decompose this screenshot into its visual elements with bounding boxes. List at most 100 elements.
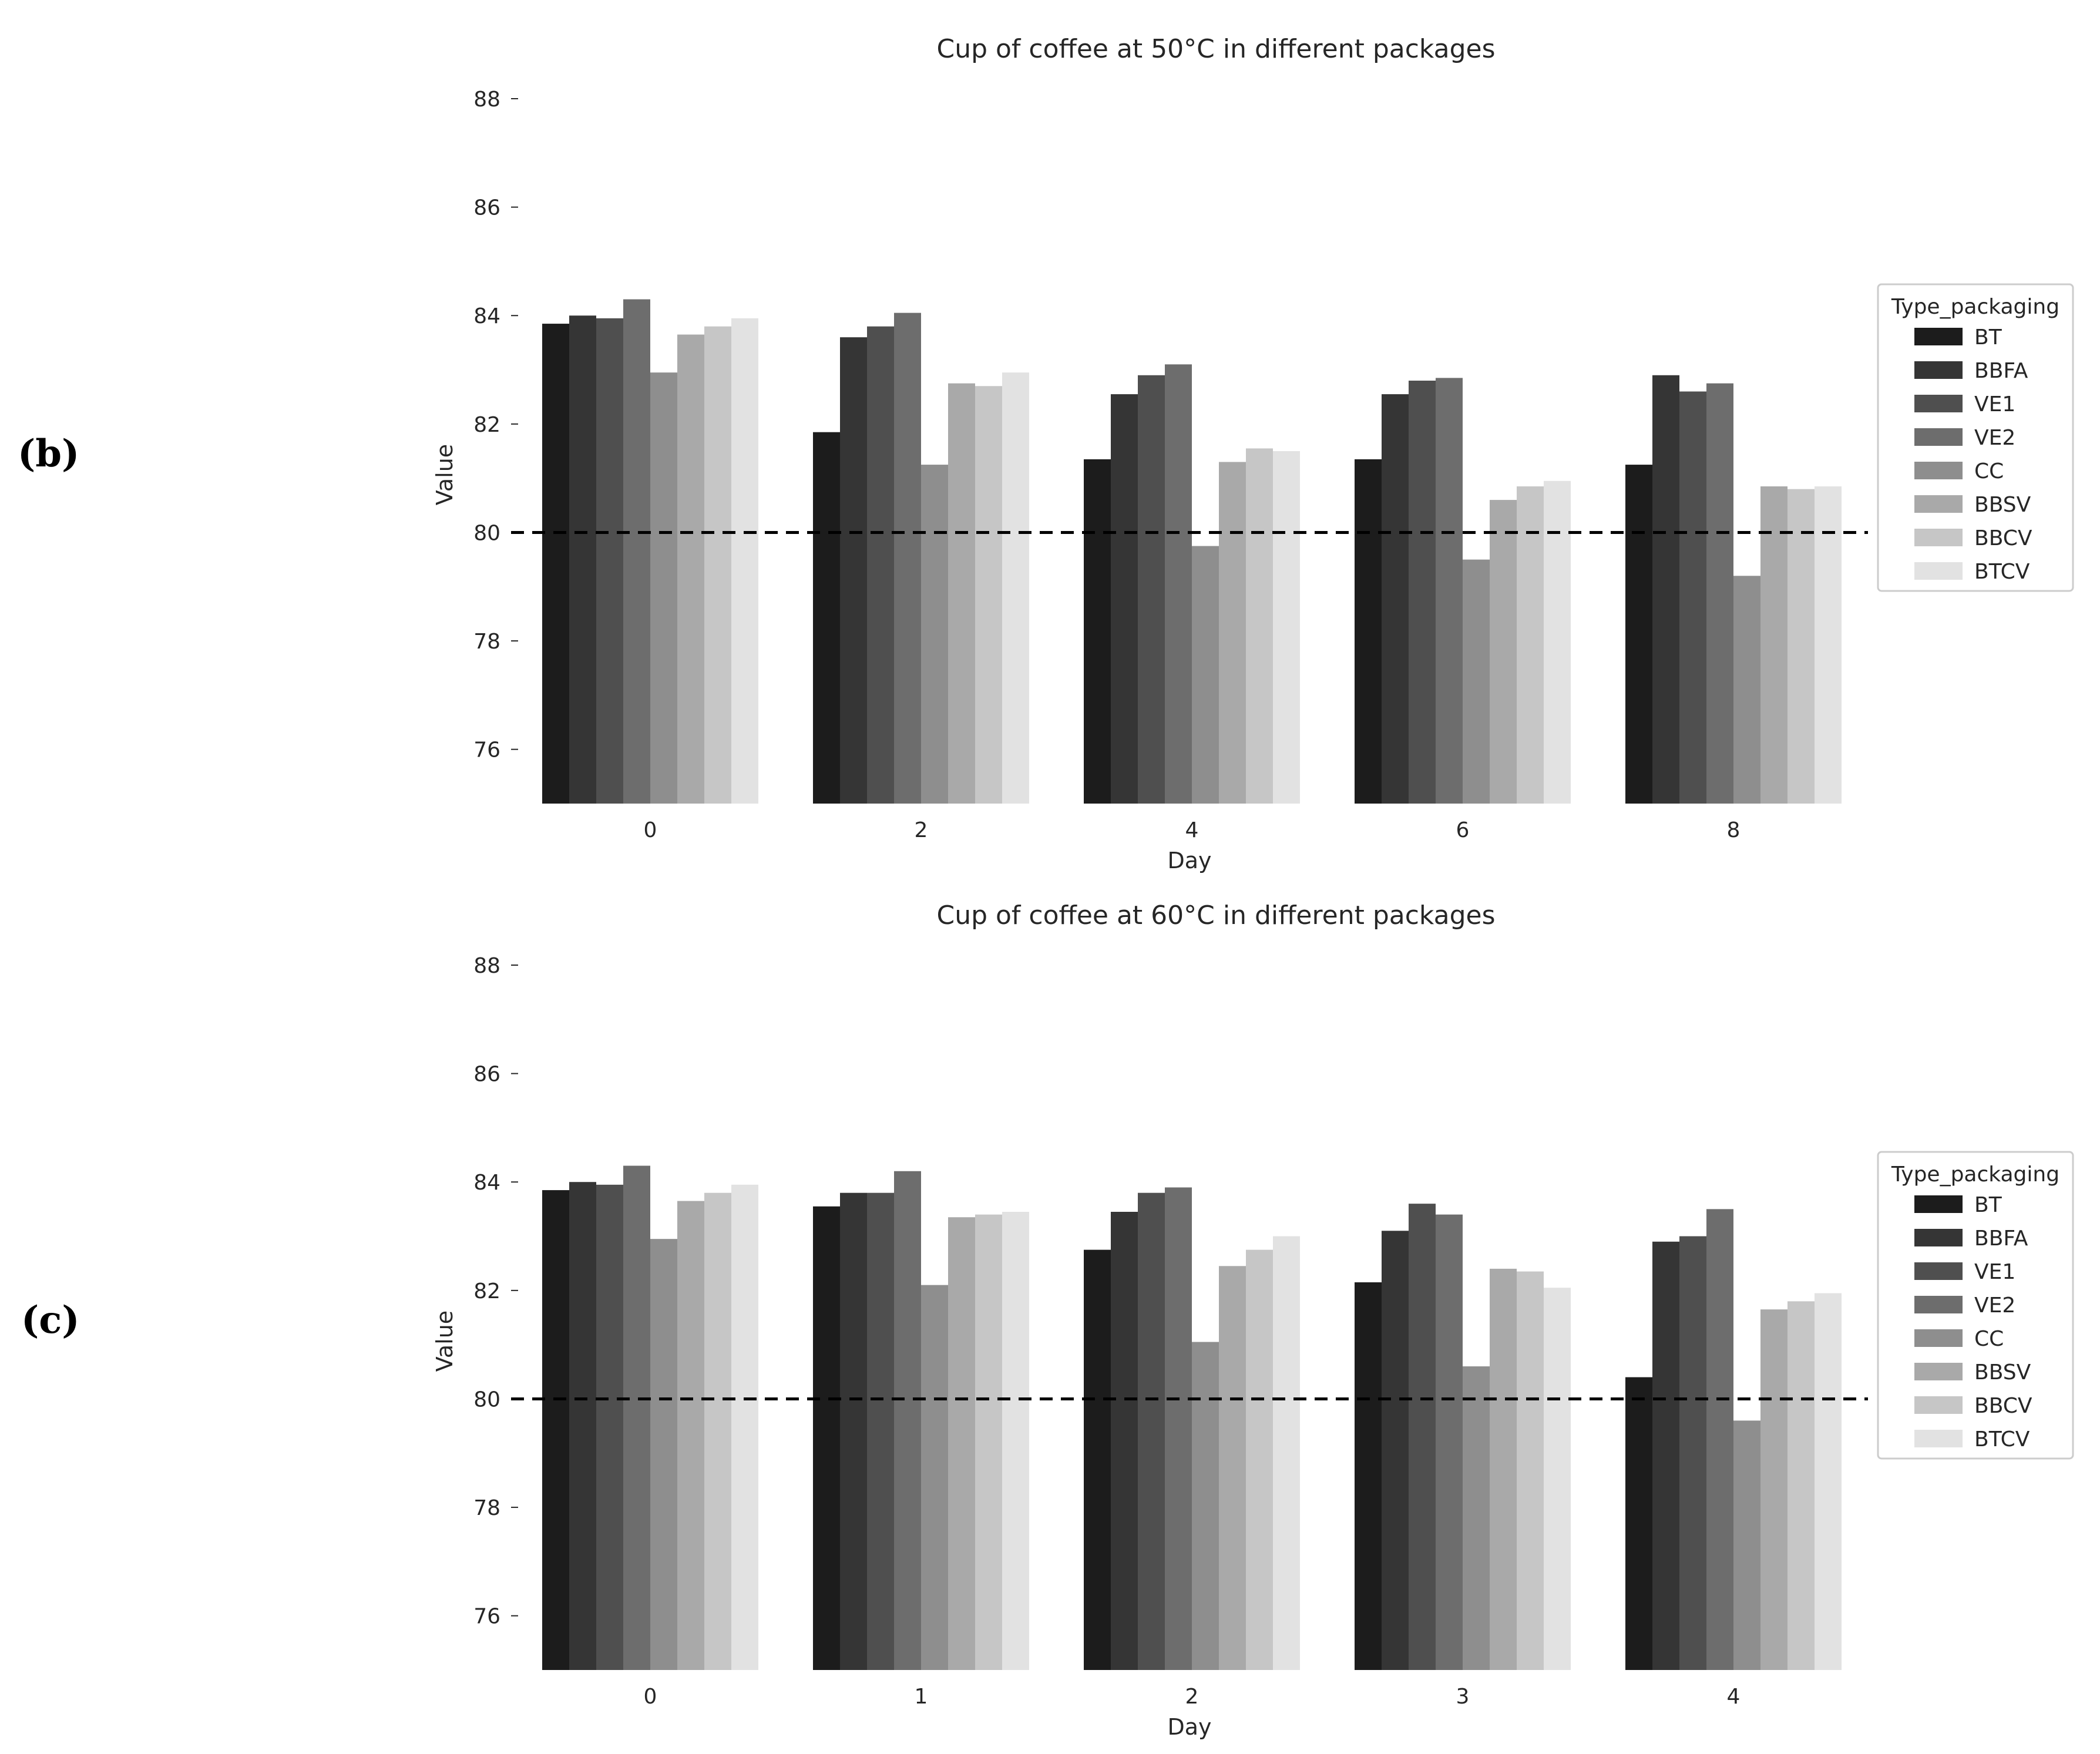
bar-btcv: [1002, 372, 1029, 804]
bar-bt: [542, 1190, 569, 1670]
legend-swatch-cc: [1914, 462, 1963, 479]
bar-ve2: [623, 1165, 650, 1670]
bar-bbsv: [1760, 1309, 1787, 1670]
bar-bt: [1084, 1249, 1111, 1670]
legend-label-bbfa: BBFA: [1974, 1227, 2028, 1251]
y-tick-label: 84: [473, 304, 500, 328]
bar-bt: [1355, 1282, 1382, 1670]
bar-cc: [650, 372, 677, 804]
panel-label-b: (b): [18, 432, 80, 476]
bar-bbfa: [1382, 394, 1409, 804]
x-tick-label: 8: [1727, 818, 1741, 842]
legend-swatch-cc: [1914, 1329, 1963, 1347]
y-tick-label: 78: [473, 630, 500, 654]
x-tick-label: 4: [1727, 1685, 1741, 1709]
bar-bbfa: [1111, 1212, 1138, 1670]
bar-ve1: [596, 1184, 623, 1670]
bar-btcv: [1544, 480, 1571, 804]
bar-ve2: [623, 299, 650, 804]
bar-ve1: [1138, 375, 1165, 804]
legend-title: Type_packaging: [1891, 1162, 2059, 1187]
bar-bt: [1355, 459, 1382, 804]
y-tick-label: 88: [473, 88, 500, 112]
legend-label-cc: CC: [1974, 459, 2004, 483]
legend-label-bbsv: BBSV: [1974, 493, 2031, 517]
bar-ve1: [1409, 1204, 1436, 1670]
legend-swatch-bbsv: [1914, 1363, 1963, 1380]
bar-bbsv: [1760, 486, 1787, 804]
bar-cc: [650, 1239, 677, 1670]
legend-swatch-ve1: [1914, 395, 1963, 412]
legend-title: Type_packaging: [1891, 295, 2059, 319]
legend-swatch-btcv: [1914, 562, 1963, 580]
bar-ve2: [1436, 1214, 1463, 1670]
legend-swatch-bbsv: [1914, 495, 1963, 513]
bar-ve2: [1706, 1209, 1733, 1670]
bar-bbfa: [840, 1192, 867, 1670]
legend-label-bbfa: BBFA: [1974, 359, 2028, 383]
x-tick-label: 0: [644, 1685, 657, 1709]
legend-label-cc: CC: [1974, 1327, 2004, 1351]
bar-ve1: [1138, 1192, 1165, 1670]
x-tick-label: 6: [1456, 818, 1470, 842]
legend-swatch-ve2: [1914, 1296, 1963, 1313]
bar-btcv: [1002, 1212, 1029, 1670]
legend-label-bbsv: BBSV: [1974, 1360, 2031, 1385]
bar-bbsv: [1219, 1266, 1246, 1670]
bar-ve1: [1409, 381, 1436, 804]
x-tick-label: 3: [1456, 1685, 1470, 1709]
legend-swatch-bbfa: [1914, 361, 1963, 379]
bar-ve2: [1706, 383, 1733, 804]
x-axis-label: Day: [1167, 1714, 1211, 1740]
bar-btcv: [731, 1184, 758, 1670]
y-tick-label: 80: [473, 1387, 500, 1412]
y-tick-label: 86: [473, 1063, 500, 1087]
bar-bbfa: [1652, 375, 1679, 804]
bar-bbcv: [975, 386, 1002, 804]
bar-bbsv: [677, 334, 704, 804]
bar-cc: [921, 465, 948, 804]
bar-bt: [1625, 465, 1652, 804]
bar-bbsv: [948, 1217, 975, 1670]
legend-swatch-ve1: [1914, 1262, 1963, 1280]
bar-ve2: [894, 1171, 921, 1670]
chart-title: Cup of coffee at 60°C in different packa…: [936, 900, 1495, 930]
bar-cc: [1733, 576, 1760, 804]
legend-swatch-btcv: [1914, 1430, 1963, 1447]
bar-bt: [813, 1206, 840, 1670]
bar-bbsv: [1219, 462, 1246, 804]
y-tick-label: 80: [473, 521, 500, 545]
bar-cc: [1192, 1342, 1219, 1670]
bar-bbfa: [1652, 1241, 1679, 1670]
legend-label-bt: BT: [1974, 1193, 2002, 1217]
legend-label-btcv: BTCV: [1974, 1427, 2030, 1451]
bar-bt: [1084, 459, 1111, 804]
bar-bbcv: [975, 1214, 1002, 1670]
bar-ve1: [1679, 1236, 1706, 1670]
legend-label-ve2: VE2: [1974, 426, 2015, 450]
chart-title: Cup of coffee at 50°C in different packa…: [936, 34, 1495, 64]
bar-ve2: [1436, 378, 1463, 804]
chart-1: Cup of coffee at 60°C in different packa…: [432, 900, 2074, 1740]
bar-bbcv: [704, 326, 731, 804]
bar-ve1: [867, 1192, 894, 1670]
bar-ve1: [596, 318, 623, 804]
legend-swatch-bbcv: [1914, 529, 1963, 546]
bar-btcv: [1815, 486, 1842, 804]
y-tick-label: 82: [473, 413, 500, 437]
bar-ve2: [1165, 1187, 1192, 1670]
legend-label-ve1: VE1: [1974, 392, 2015, 416]
x-tick-label: 4: [1185, 818, 1199, 842]
y-tick-label: 78: [473, 1496, 500, 1520]
bar-ve2: [894, 313, 921, 804]
bar-bbcv: [1787, 1301, 1815, 1670]
bar-btcv: [1273, 451, 1300, 804]
legend-label-ve1: VE1: [1974, 1260, 2015, 1284]
bar-bbsv: [677, 1201, 704, 1670]
bar-btcv: [1273, 1236, 1300, 1670]
x-axis-label: Day: [1167, 848, 1211, 873]
legend: Type_packaging BT BBFA VE1 VE2 CC BBSV BBCV BTCV: [1877, 283, 2074, 592]
bar-bbsv: [1490, 1268, 1517, 1670]
legend-label-btcv: BTCV: [1974, 560, 2030, 584]
bar-cc: [1463, 1366, 1490, 1670]
